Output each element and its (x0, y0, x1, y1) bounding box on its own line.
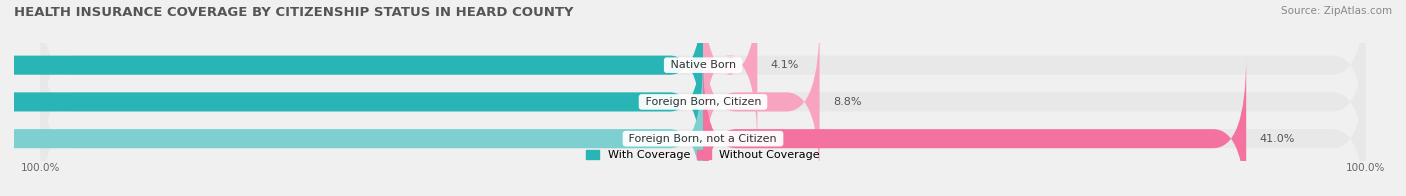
Legend: With Coverage, Without Coverage: With Coverage, Without Coverage (582, 146, 824, 165)
FancyBboxPatch shape (41, 56, 1365, 196)
FancyBboxPatch shape (41, 0, 1365, 148)
FancyBboxPatch shape (41, 20, 1365, 184)
Text: Native Born: Native Born (666, 60, 740, 70)
FancyBboxPatch shape (703, 20, 820, 184)
Text: 41.0%: 41.0% (1260, 134, 1295, 144)
FancyBboxPatch shape (703, 0, 758, 148)
Text: HEALTH INSURANCE COVERAGE BY CITIZENSHIP STATUS IN HEARD COUNTY: HEALTH INSURANCE COVERAGE BY CITIZENSHIP… (14, 6, 574, 19)
FancyBboxPatch shape (0, 20, 703, 184)
Text: Source: ZipAtlas.com: Source: ZipAtlas.com (1281, 6, 1392, 16)
FancyBboxPatch shape (0, 0, 703, 148)
Text: 4.1%: 4.1% (770, 60, 799, 70)
Text: 8.8%: 8.8% (832, 97, 862, 107)
FancyBboxPatch shape (0, 56, 703, 196)
Text: Foreign Born, not a Citizen: Foreign Born, not a Citizen (626, 134, 780, 144)
FancyBboxPatch shape (703, 56, 1246, 196)
Text: Foreign Born, Citizen: Foreign Born, Citizen (641, 97, 765, 107)
